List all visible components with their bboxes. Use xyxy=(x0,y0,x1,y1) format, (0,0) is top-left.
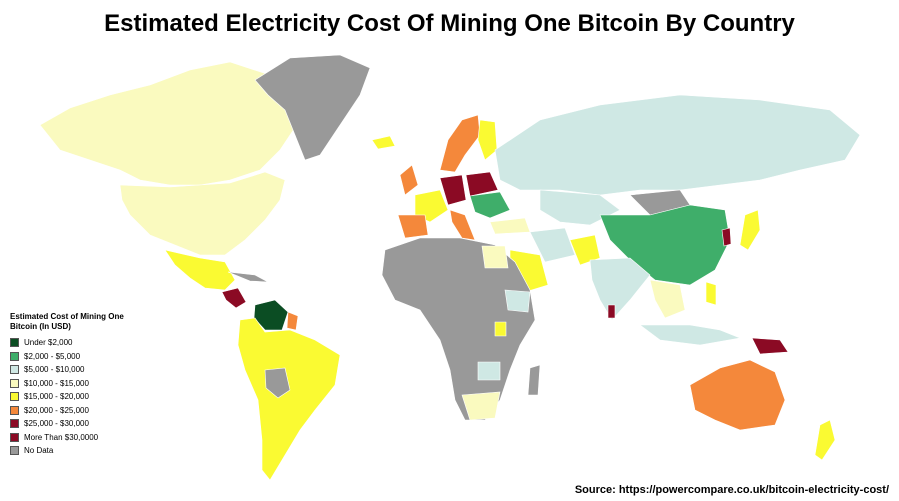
legend-label: $15,000 - $20,000 xyxy=(24,392,89,402)
country-cuba xyxy=(227,271,269,283)
legend-swatch xyxy=(10,432,19,442)
legend-swatch xyxy=(10,392,19,402)
legend-swatch xyxy=(10,405,19,415)
country-egypt xyxy=(481,245,509,269)
legend-swatch xyxy=(10,378,19,388)
country-indonesia xyxy=(639,324,742,346)
country-kazakhstan xyxy=(539,189,621,226)
country-ethiopia xyxy=(504,289,531,313)
legend-item: $5,000 - $10,000 xyxy=(10,363,160,377)
country-poland xyxy=(465,171,499,197)
country-spain xyxy=(397,214,429,239)
country-southeast-asia xyxy=(649,279,686,319)
country-japan xyxy=(739,209,761,251)
legend-item: Under $2,000 xyxy=(10,336,160,350)
country-norway xyxy=(439,114,481,173)
legend-item: $25,000 - $30,000 xyxy=(10,417,160,431)
country-philippines xyxy=(705,281,717,306)
country-france xyxy=(414,189,449,223)
country-greenland xyxy=(254,54,371,161)
country-germany xyxy=(439,174,467,206)
country-usa xyxy=(119,171,286,256)
country-italy xyxy=(449,209,476,241)
legend-label: Under $2,000 xyxy=(24,338,73,348)
legend-swatch xyxy=(10,365,19,375)
country-australia xyxy=(689,359,786,431)
legend-label: $10,000 - $15,000 xyxy=(24,378,89,388)
legend-label: No Data xyxy=(24,446,54,456)
country-bolivia xyxy=(264,367,291,399)
country-india xyxy=(589,257,651,321)
legend-item: $10,000 - $15,000 xyxy=(10,377,160,391)
country-eastern-europe xyxy=(469,191,511,219)
country-iceland xyxy=(371,135,396,150)
country-china xyxy=(599,204,731,286)
legend-item: No Data xyxy=(10,444,160,458)
country-central-america xyxy=(221,287,247,309)
country-papua-new-guinea xyxy=(751,337,789,355)
legend-items: Under $2,000 $2,000 - $5,000 $5,000 - $10,… xyxy=(10,336,160,458)
country-iran xyxy=(529,227,576,263)
country-madagascar xyxy=(527,364,541,396)
source-citation: Source: https://powercompare.co.uk/bitco… xyxy=(574,484,889,496)
country-south-africa xyxy=(461,391,501,421)
legend-label: More Than $30,0000 xyxy=(24,432,99,442)
country-mexico xyxy=(164,249,236,291)
country-pakistan xyxy=(569,234,601,266)
map-title: Estimated Electricity Cost Of Mining One… xyxy=(104,10,795,37)
country-south-america xyxy=(237,317,341,481)
legend-label: $20,000 - $25,000 xyxy=(24,405,89,415)
country-russia xyxy=(494,94,861,196)
legend-title: Estimated Cost of Mining One Bitcoin (In… xyxy=(10,312,124,331)
country-turkey xyxy=(489,217,531,235)
legend-label: $5,000 - $10,000 xyxy=(24,365,85,375)
legend-item: $15,000 - $20,000 xyxy=(10,390,160,404)
legend-swatch xyxy=(10,446,19,456)
country-sri-lanka xyxy=(607,304,616,319)
legend-swatch xyxy=(10,419,19,429)
legend-item: $20,000 - $25,000 xyxy=(10,404,160,418)
country-south-korea xyxy=(721,227,732,247)
country-guyana xyxy=(286,311,299,331)
legend-swatch xyxy=(10,351,19,361)
country-new-zealand xyxy=(814,419,836,461)
country-uganda xyxy=(494,321,507,337)
country-zambia xyxy=(477,361,501,381)
country-uk xyxy=(399,164,419,196)
legend-label: $2,000 - $5,000 xyxy=(24,351,81,361)
legend-item: $2,000 - $5,000 xyxy=(10,350,160,364)
map-legend: Estimated Cost of Mining One Bitcoin (In… xyxy=(10,312,160,458)
legend-swatch xyxy=(10,338,19,348)
legend-item: More Than $30,0000 xyxy=(10,431,160,445)
country-canada xyxy=(39,61,301,186)
country-africa xyxy=(381,237,536,421)
country-finland xyxy=(477,119,498,161)
legend-label: $25,000 - $30,000 xyxy=(24,419,89,429)
